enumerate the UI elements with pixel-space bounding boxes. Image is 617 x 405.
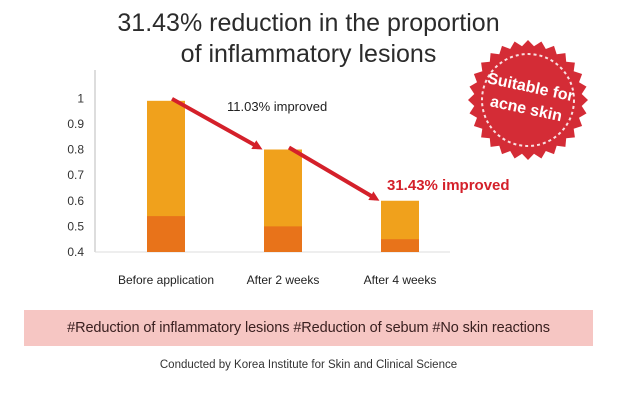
y-tick-label-1: 0.5 (67, 219, 84, 233)
y-tick-label-6: 1 (77, 91, 84, 105)
bar-bottom-segment-2 (381, 239, 419, 252)
stamp-seal-icon: Suitable for acne skin (468, 40, 588, 160)
source-footer: Conducted by Korea Institute for Skin an… (159, 359, 458, 371)
y-tick-label-4: 0.8 (67, 143, 84, 157)
chart-title: 31.43% reduction in the proportion of in… (0, 8, 617, 70)
x-tick-label-1: After 2 weeks (247, 273, 320, 287)
trend-arrow-0 (171, 97, 263, 150)
y-tick-label-5: 0.9 (67, 117, 84, 131)
x-tick-label-0: Before application (118, 273, 214, 287)
annotation-label-1: 31.43% improved (387, 177, 510, 194)
y-tick-label-0: 0.4 (67, 245, 84, 259)
y-tick-label-2: 0.6 (67, 194, 84, 208)
bar-bottom-segment-1 (264, 226, 302, 252)
y-tick-label-3: 0.7 (67, 168, 84, 182)
hashtag-banner: #Reduction of inflammatory lesions #Redu… (24, 310, 593, 346)
chart-title-line2: of inflammatory lesions (180, 40, 437, 68)
chart-title-line1: 31.43% reduction in the proportion (117, 9, 500, 37)
x-tick-label-2: After 4 weeks (364, 273, 437, 287)
annotation-label-0: 11.03% improved (227, 99, 327, 114)
bar-bottom-segment-0 (147, 216, 185, 252)
trend-arrow-1 (287, 145, 380, 201)
suitable-stamp: Suitable for acne skin (458, 36, 598, 166)
